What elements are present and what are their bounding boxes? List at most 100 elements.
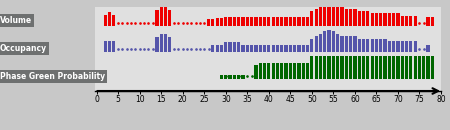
Bar [276,63,279,79]
Bar [400,16,404,26]
Bar [229,75,232,79]
Bar [396,56,400,79]
Bar [323,56,326,79]
Bar [379,13,382,26]
Bar [237,42,240,52]
Bar [289,45,292,52]
Bar [319,56,322,79]
Bar [263,17,266,26]
Bar [297,63,301,79]
Text: Phase Green Probability: Phase Green Probability [0,72,105,81]
Bar [379,56,382,79]
Bar [289,63,292,79]
Bar [220,45,223,52]
Text: Volume: Volume [0,16,32,25]
Bar [241,75,245,79]
Bar [431,17,434,26]
Bar [280,45,284,52]
Bar [332,56,335,79]
Bar [160,6,163,26]
Bar [229,17,232,26]
Bar [388,13,391,26]
Bar [409,56,413,79]
Bar [302,45,305,52]
Bar [259,17,262,26]
Bar [396,41,400,52]
Bar [358,39,361,52]
Bar [267,45,270,52]
Bar [267,17,270,26]
Bar [263,63,266,79]
Bar [306,45,309,52]
Bar [168,37,171,52]
Bar [332,4,335,26]
Bar [336,56,339,79]
Bar [388,56,391,79]
Bar [400,41,404,52]
Bar [310,11,314,26]
Bar [211,45,215,52]
Bar [280,63,284,79]
Bar [336,7,339,26]
Bar [358,11,361,26]
Bar [414,56,417,79]
Bar [340,56,344,79]
Bar [422,56,425,79]
Bar [297,17,301,26]
Bar [392,41,395,52]
Bar [427,17,430,26]
Bar [362,11,365,26]
Bar [310,39,314,52]
Bar [375,39,378,52]
Bar [306,63,309,79]
Bar [164,6,167,26]
Bar [155,37,158,52]
Bar [284,45,288,52]
Bar [345,9,348,26]
Bar [306,17,309,26]
Bar [216,45,219,52]
Bar [271,17,275,26]
Bar [250,45,253,52]
Bar [250,17,253,26]
Bar [211,19,215,26]
Bar [254,65,257,79]
Bar [431,56,434,79]
Bar [414,41,417,52]
Bar [366,11,369,26]
Bar [224,42,227,52]
Bar [370,39,374,52]
Bar [366,56,369,79]
Bar [405,41,408,52]
Bar [328,56,331,79]
Bar [293,45,296,52]
Bar [414,16,417,26]
Bar [323,31,326,52]
Bar [340,36,344,52]
Bar [233,42,236,52]
Bar [271,45,275,52]
Bar [353,56,356,79]
Bar [233,75,236,79]
Bar [405,16,408,26]
Bar [220,18,223,26]
Bar [427,56,430,79]
Bar [293,17,296,26]
Bar [358,56,361,79]
Bar [328,30,331,52]
Bar [383,39,387,52]
Bar [392,13,395,26]
Bar [237,17,240,26]
Bar [284,63,288,79]
Bar [349,9,352,26]
Bar [315,9,318,26]
Bar [216,18,219,26]
Bar [241,17,245,26]
Bar [319,7,322,26]
Bar [104,41,107,52]
Bar [366,39,369,52]
Bar [418,56,421,79]
Bar [241,45,245,52]
Bar [108,41,111,52]
Bar [370,56,374,79]
